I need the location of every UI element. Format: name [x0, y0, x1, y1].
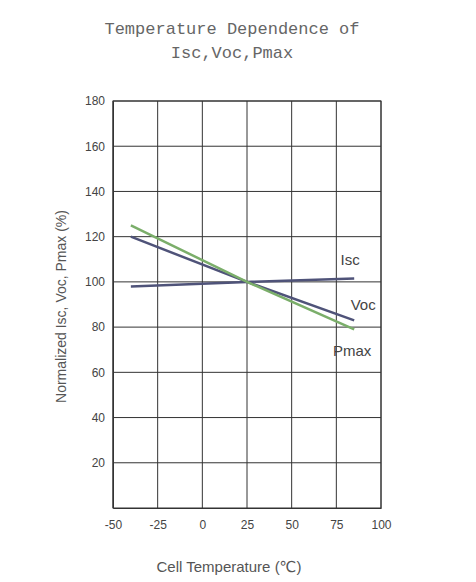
y-tick: 80: [92, 320, 113, 334]
x-tick-label: 25: [241, 518, 255, 532]
y-tick-label: 120: [85, 230, 105, 244]
y-tick: 20: [92, 456, 113, 470]
plot-frame: [113, 101, 381, 508]
chart: Temperature Dependence of Isc,Voc,Pmax -50…: [0, 0, 476, 582]
y-tick: 60: [92, 366, 113, 380]
x-tick: 0: [199, 508, 206, 532]
series-group: [131, 225, 354, 329]
grid-line-y: [113, 372, 381, 373]
y-tick-label: 180: [85, 94, 105, 108]
grid-line-x: [336, 101, 337, 508]
y-tick-label: 40: [92, 411, 106, 425]
grid-line-y: [113, 462, 381, 463]
y-tick: 120: [85, 230, 113, 244]
y-tick: 160: [85, 140, 113, 154]
subtitle: Isc,Voc,Pmax: [171, 44, 293, 63]
series-labels: Isc Voc Pmax: [333, 251, 376, 359]
x-tick: 25: [241, 508, 255, 532]
y-tick-label: 80: [92, 320, 106, 334]
y-axis: 20 40 60 80 100 120 140 160 180: [85, 94, 114, 508]
x-axis: -50 -25 0 25 50 75 100: [105, 508, 392, 532]
y-tick-label: 100: [85, 275, 105, 289]
y-axis-title: Normalized Isc, Voc, Pmax (%): [53, 210, 69, 403]
x-axis-title: Cell Temperature (℃): [157, 558, 302, 575]
x-tick-label: -25: [149, 518, 167, 532]
y-axis-line: [113, 102, 114, 509]
y-tick-label: 160: [85, 140, 105, 154]
grid-line-y: [113, 146, 381, 147]
x-tick: 75: [330, 508, 344, 532]
x-tick-label: 75: [330, 518, 344, 532]
x-tick: 50: [285, 508, 299, 532]
y-tick-label: 20: [92, 456, 106, 470]
grid-line-y: [113, 417, 381, 418]
series-label: Isc: [341, 251, 361, 268]
x-tick-label: -50: [105, 518, 123, 532]
x-tick: 100: [371, 508, 391, 532]
series-label: Pmax: [333, 342, 372, 359]
y-tick: 140: [85, 185, 113, 199]
series-label: Voc: [351, 296, 377, 313]
grid-line-x: [202, 101, 203, 508]
grid-line-y: [113, 191, 381, 192]
x-tick: -50: [105, 508, 123, 532]
x-tick-label: 50: [285, 518, 299, 532]
y-tick: 40: [92, 411, 113, 425]
y-tick: 180: [85, 94, 113, 108]
x-tick-label: 100: [371, 518, 391, 532]
title: Temperature Dependence of: [104, 20, 359, 39]
x-tick: -25: [149, 508, 167, 532]
grid-line-x: [291, 101, 292, 508]
grid-line-x: [157, 101, 158, 508]
y-tick: 100: [85, 275, 113, 289]
y-tick-label: 60: [92, 366, 106, 380]
grid-line-x: [247, 101, 248, 508]
x-axis-line: [114, 508, 382, 509]
series-line: [131, 225, 354, 329]
y-tick-label: 140: [85, 185, 105, 199]
grid-line-y: [113, 327, 381, 328]
x-tick-label: 0: [199, 518, 206, 532]
grid: [113, 101, 381, 508]
